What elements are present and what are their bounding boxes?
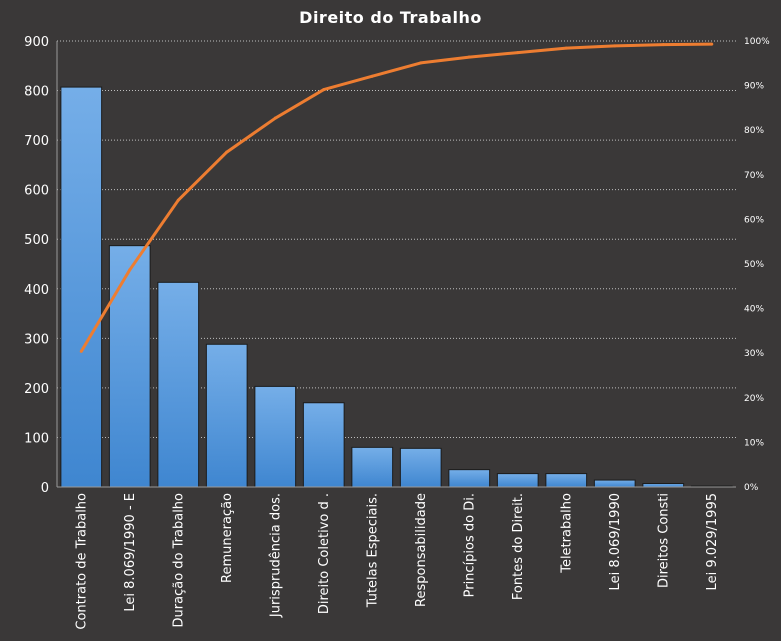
line-point <box>564 46 568 50</box>
y-tick-label: 100 <box>24 431 49 446</box>
y2-tick-label: 30% <box>744 349 764 359</box>
x-tick-label: Princípios do Di. <box>462 493 477 597</box>
x-tick-label: Contrato de Trabalho <box>74 493 89 630</box>
bar <box>205 343 248 488</box>
line-point <box>176 198 180 202</box>
y2-tick-label: 90% <box>744 82 764 92</box>
bar <box>254 385 297 488</box>
x-tick-label: Fontes do Direit. <box>511 493 526 600</box>
bar <box>545 473 588 488</box>
bar <box>399 447 442 488</box>
x-tick-label: Lei 9.029/1995 <box>705 493 720 590</box>
y-tick-label: 800 <box>24 85 49 100</box>
y2-tick-label: 0% <box>744 483 759 493</box>
y2-tick-label: 10% <box>744 438 764 448</box>
y2-tick-label: 60% <box>744 215 764 225</box>
line-point <box>661 43 665 47</box>
x-tick-label: Direito Coletivo d . <box>317 493 332 614</box>
line-point <box>613 44 617 48</box>
line-point <box>322 88 326 92</box>
bar <box>496 473 539 488</box>
bar <box>302 402 345 488</box>
line-point <box>128 268 132 272</box>
gridlines <box>57 40 736 438</box>
bar <box>157 281 200 488</box>
bar <box>108 245 151 488</box>
y-tick-label: 200 <box>24 382 49 397</box>
cumulative-line <box>80 42 712 353</box>
bar <box>642 483 685 488</box>
y2-tick-label: 80% <box>744 126 764 136</box>
x-tick-label: Duração do Trabalho <box>171 493 186 628</box>
line-point <box>419 61 423 65</box>
line-point <box>370 74 374 78</box>
x-tick-label: Jurisprudência dos. <box>268 493 283 618</box>
x-tick-label: Teletrabalho <box>559 493 574 574</box>
x-tick-label: Tutelas Especiais. <box>365 493 380 608</box>
y-tick-label: 500 <box>24 233 49 248</box>
line-point <box>273 116 277 120</box>
y-tick-label: 900 <box>24 35 49 50</box>
chart-title: Direito do Trabalho <box>299 8 482 27</box>
x-tick-label: Lei 8.069/1990 - E <box>123 493 138 612</box>
y-tick-label: 400 <box>24 283 49 298</box>
bar <box>351 446 394 488</box>
y2-tick-label: 20% <box>744 394 764 404</box>
cumulative-line-series <box>79 42 714 353</box>
axes: 0 100 200 300 400 500 600 700 800 900 0% 10% 20% 30% 4… <box>24 35 770 630</box>
y2-tick-label: 100% <box>744 37 770 47</box>
y-tick-label: 600 <box>24 184 49 199</box>
bar <box>593 479 636 488</box>
x-tick-label: Lei 8.069/1990 <box>608 493 623 590</box>
line-point <box>516 51 520 55</box>
line-point <box>467 55 471 59</box>
line-point <box>710 42 714 46</box>
bar <box>60 86 103 488</box>
bar <box>448 469 491 488</box>
bar-series <box>60 86 733 488</box>
line-point <box>79 349 83 353</box>
x-tick-label: Responsabilidade <box>414 493 429 607</box>
y2-tick-label: 50% <box>744 260 764 270</box>
y-tick-label: 300 <box>24 332 49 347</box>
y2-tick-label: 40% <box>744 305 764 315</box>
y-tick-label: 700 <box>24 134 49 149</box>
line-point <box>225 150 229 154</box>
x-tick-label: Direitos Consti <box>656 493 671 588</box>
x-tick-label: Remuneração <box>220 493 235 583</box>
y2-tick-label: 70% <box>744 171 764 181</box>
y-tick-label: 0 <box>41 481 49 496</box>
